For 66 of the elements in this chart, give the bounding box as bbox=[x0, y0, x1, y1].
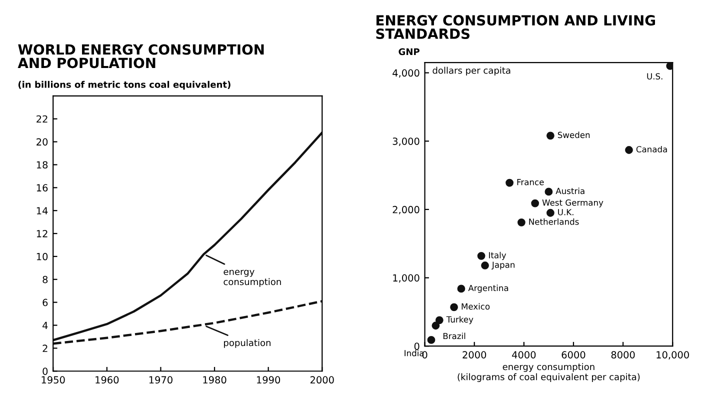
annotation: Italy bbox=[489, 252, 506, 260]
y-tick-label: 4,000 bbox=[392, 69, 420, 78]
point bbox=[625, 146, 633, 154]
annotation: India bbox=[404, 350, 424, 356]
annotation: U.K. bbox=[558, 209, 574, 216]
x-tick-label: 10,000 bbox=[656, 351, 689, 360]
y-tick-label: 10 bbox=[36, 252, 48, 260]
chart-subtitle: (in billions of metric tons coal equivalent) bbox=[18, 80, 230, 90]
y-tick-label: 6 bbox=[42, 298, 48, 306]
x-tick-label: 2000 bbox=[310, 376, 334, 384]
y-tick-label: 18 bbox=[36, 161, 48, 169]
point bbox=[450, 303, 458, 312]
x-tick-label: 1960 bbox=[96, 376, 119, 384]
annotation: Japan bbox=[492, 262, 514, 270]
x-tick-label: 8000 bbox=[611, 351, 635, 358]
point bbox=[531, 199, 540, 208]
x-tick-label: 2000 bbox=[462, 351, 486, 358]
annotation: Sweden bbox=[558, 132, 590, 138]
y-tick-label: 8 bbox=[42, 276, 48, 284]
x-tick-label: 1950 bbox=[42, 376, 65, 384]
point bbox=[432, 322, 440, 330]
y-tick-label: 3,000 bbox=[392, 138, 420, 146]
y-tick-label: 12 bbox=[36, 230, 48, 238]
point bbox=[435, 316, 444, 324]
annotation: Netherlands bbox=[529, 218, 579, 225]
annotation: dollars per capita bbox=[432, 66, 510, 76]
chart-title: WORLD ENERGY CONSUMPTION AND POPULATION bbox=[18, 44, 264, 68]
annotation: Turkey bbox=[446, 316, 474, 324]
y-axis-title: GNP bbox=[398, 48, 420, 56]
y-tick-label: 2 bbox=[42, 344, 48, 352]
point bbox=[427, 336, 436, 344]
y-tick-label: 16 bbox=[36, 184, 48, 192]
x-axis-title: energy consumption (kilograms of coal equivalent per capita) bbox=[458, 363, 640, 382]
y-tick-label: 20 bbox=[36, 138, 48, 146]
annotation: West Germany bbox=[542, 199, 604, 208]
point bbox=[477, 252, 486, 260]
y-tick-label: 22 bbox=[36, 115, 48, 123]
y-tick-label: 14 bbox=[36, 207, 48, 214]
annotation: energy consumption bbox=[224, 270, 281, 287]
point bbox=[546, 208, 554, 217]
annotation: U.S. bbox=[647, 73, 662, 80]
point bbox=[481, 262, 489, 270]
x-tick-label: 4000 bbox=[512, 351, 536, 358]
annotation: Mexico bbox=[462, 303, 490, 310]
annotation: Austria bbox=[556, 188, 584, 194]
annotation: France bbox=[517, 179, 544, 186]
annotation: population bbox=[224, 339, 270, 348]
y-tick-label: 1,000 bbox=[393, 274, 420, 283]
annotation: Argentina bbox=[468, 284, 508, 293]
y-tick-label: 4 bbox=[42, 322, 48, 329]
point bbox=[546, 132, 554, 140]
y-tick-label: 0 bbox=[414, 342, 420, 350]
annotation: Canada bbox=[636, 146, 667, 152]
x-tick-label: 6000 bbox=[562, 351, 586, 358]
x-tick-label: 1970 bbox=[149, 376, 172, 384]
y-tick-label: 2,000 bbox=[392, 206, 420, 214]
point bbox=[544, 188, 553, 196]
point bbox=[457, 284, 466, 293]
x-tick-label: 1980 bbox=[203, 376, 226, 384]
point bbox=[666, 62, 673, 70]
annotation: Brazil bbox=[443, 332, 466, 340]
y-tick-label: 0 bbox=[42, 368, 48, 375]
chart-title: ENERGY CONSUMPTION AND LIVING STANDARDS bbox=[376, 15, 655, 40]
x-tick-label: 1990 bbox=[257, 376, 280, 384]
point bbox=[517, 218, 526, 226]
point bbox=[506, 178, 514, 187]
